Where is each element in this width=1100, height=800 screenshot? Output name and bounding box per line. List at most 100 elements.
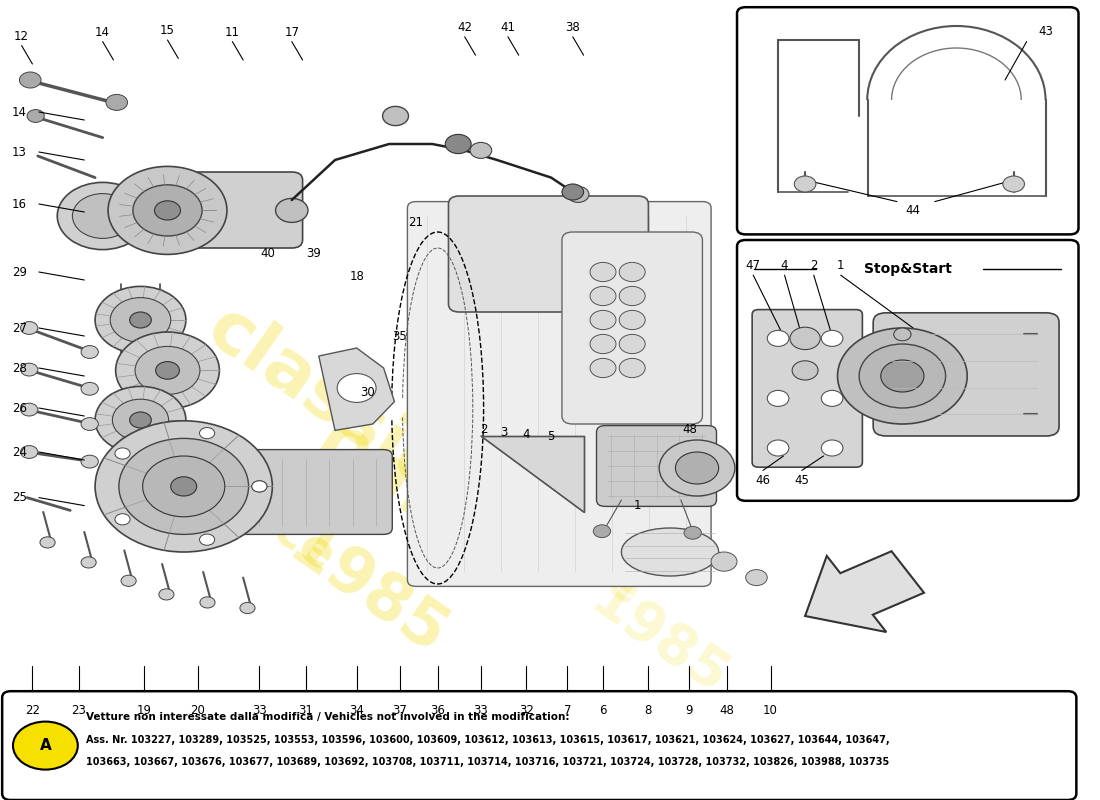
Circle shape [590, 358, 616, 378]
Text: 27: 27 [12, 322, 28, 334]
Circle shape [792, 361, 818, 380]
Circle shape [21, 363, 37, 376]
Circle shape [768, 440, 789, 456]
Circle shape [116, 514, 130, 525]
Text: 14: 14 [12, 106, 28, 118]
FancyBboxPatch shape [218, 450, 393, 534]
Circle shape [143, 456, 224, 517]
Circle shape [81, 557, 96, 568]
Circle shape [619, 358, 646, 378]
Circle shape [130, 412, 152, 428]
Text: 15: 15 [161, 24, 175, 37]
Circle shape [446, 134, 471, 154]
FancyBboxPatch shape [449, 196, 648, 312]
Circle shape [822, 440, 843, 456]
FancyBboxPatch shape [737, 7, 1078, 234]
Text: 2: 2 [481, 423, 488, 436]
Circle shape [199, 534, 214, 546]
Circle shape [200, 597, 216, 608]
Text: 1: 1 [837, 259, 845, 272]
Text: 35: 35 [393, 330, 407, 342]
Text: classic: classic [430, 310, 651, 490]
Text: 29: 29 [12, 266, 28, 278]
Text: Vetture non interessate dalla modifica / Vehicles not involved in the modificati: Vetture non interessate dalla modifica /… [87, 712, 570, 722]
Circle shape [21, 446, 37, 458]
Text: 43: 43 [1038, 25, 1054, 38]
Circle shape [590, 262, 616, 282]
Circle shape [619, 262, 646, 282]
Circle shape [13, 722, 78, 770]
Text: 38: 38 [565, 21, 580, 34]
Circle shape [568, 186, 588, 202]
Circle shape [252, 481, 267, 492]
Circle shape [106, 94, 128, 110]
Circle shape [859, 344, 946, 408]
Text: 4: 4 [522, 428, 530, 441]
Circle shape [276, 198, 308, 222]
Circle shape [108, 166, 227, 254]
Text: 6: 6 [600, 704, 607, 717]
Text: 9: 9 [685, 704, 693, 717]
Text: 1: 1 [634, 499, 641, 512]
Circle shape [1003, 176, 1024, 192]
Polygon shape [319, 348, 395, 430]
FancyBboxPatch shape [562, 232, 703, 424]
Circle shape [28, 110, 44, 122]
Text: classic: classic [194, 294, 454, 506]
Text: 33: 33 [473, 704, 488, 717]
Text: 4: 4 [781, 259, 789, 272]
Text: 48: 48 [719, 704, 735, 717]
Text: 24: 24 [12, 446, 28, 458]
Text: parts: parts [536, 420, 717, 572]
Text: 12: 12 [14, 30, 29, 42]
Circle shape [768, 390, 789, 406]
Circle shape [81, 418, 98, 430]
Circle shape [338, 374, 376, 402]
Circle shape [711, 552, 737, 571]
Text: 30: 30 [360, 386, 375, 398]
Text: 37: 37 [393, 704, 407, 717]
Text: 14: 14 [96, 26, 110, 38]
Polygon shape [805, 551, 924, 632]
Text: 25: 25 [12, 491, 26, 504]
Circle shape [20, 72, 41, 88]
Circle shape [21, 322, 37, 334]
Text: 33: 33 [252, 704, 266, 717]
Circle shape [619, 286, 646, 306]
Circle shape [116, 332, 219, 409]
Text: 44: 44 [905, 204, 921, 217]
Circle shape [590, 310, 616, 330]
Circle shape [684, 526, 702, 539]
Circle shape [130, 312, 152, 328]
FancyBboxPatch shape [873, 313, 1059, 436]
Circle shape [252, 481, 267, 492]
Text: 11: 11 [224, 26, 240, 38]
Circle shape [893, 328, 911, 341]
Circle shape [619, 310, 646, 330]
Circle shape [619, 334, 646, 354]
Circle shape [659, 440, 735, 496]
Text: 17: 17 [284, 26, 299, 38]
Text: 34: 34 [349, 704, 364, 717]
Text: 39: 39 [306, 247, 321, 260]
Circle shape [675, 452, 718, 484]
Circle shape [73, 194, 133, 238]
Circle shape [562, 184, 584, 200]
Polygon shape [481, 436, 584, 512]
Text: 20: 20 [190, 704, 206, 717]
Text: Ass. Nr. 103227, 103289, 103525, 103553, 103596, 103600, 103609, 103612, 103613,: Ass. Nr. 103227, 103289, 103525, 103553,… [87, 735, 890, 745]
Text: 7: 7 [563, 704, 571, 717]
Circle shape [790, 327, 821, 350]
FancyBboxPatch shape [596, 426, 716, 506]
Circle shape [746, 570, 768, 586]
Text: 19: 19 [136, 704, 151, 717]
Circle shape [822, 330, 843, 346]
Circle shape [881, 360, 924, 392]
Text: since: since [518, 505, 649, 615]
Circle shape [121, 575, 136, 586]
Ellipse shape [621, 528, 718, 576]
Text: 8: 8 [645, 704, 652, 717]
Text: 1985: 1985 [277, 515, 458, 669]
Circle shape [81, 382, 98, 395]
FancyBboxPatch shape [141, 172, 302, 248]
